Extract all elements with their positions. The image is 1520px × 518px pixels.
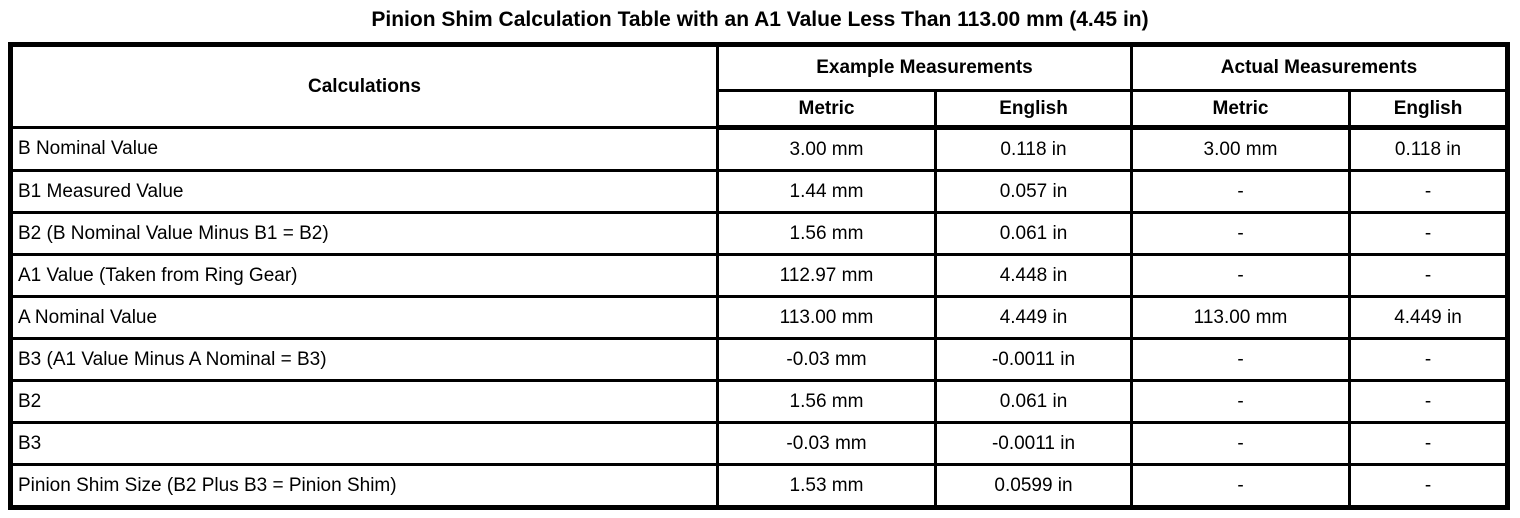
example-metric-value: 112.97 mm: [716, 253, 937, 298]
page-title: Pinion Shim Calculation Table with an A1…: [371, 8, 1149, 31]
actual-english-value: -: [1348, 463, 1509, 509]
actual-english-value: 0.118 in: [1348, 126, 1509, 172]
table-row: A1 Value (Taken from Ring Gear) 112.97 m…: [9, 253, 1509, 298]
example-metric-value: -0.03 mm: [716, 337, 937, 382]
calc-label: B3 (A1 Value Minus A Nominal = B3): [9, 337, 719, 382]
calc-label: B2: [9, 379, 719, 424]
table-row: B2 1.56 mm 0.061 in - -: [9, 379, 1509, 424]
example-english-value: 4.448 in: [934, 253, 1133, 298]
calc-label: B Nominal Value: [9, 126, 719, 172]
header-example-measurements: Example Measurements: [716, 43, 1133, 92]
header-example-english: English: [934, 89, 1133, 130]
example-metric-value: 1.44 mm: [716, 169, 937, 214]
table-body: B Nominal Value 3.00 mm 0.118 in 3.00 mm…: [9, 126, 1509, 509]
header-calculations: Calculations: [9, 43, 719, 129]
calc-label: B2 (B Nominal Value Minus B1 = B2): [9, 211, 719, 256]
actual-english-value: -: [1348, 253, 1509, 298]
header-example-metric: Metric: [716, 89, 937, 130]
table-row: Pinion Shim Size (B2 Plus B3 = Pinion Sh…: [9, 463, 1509, 509]
actual-english-value: -: [1348, 421, 1509, 466]
actual-english-value: -: [1348, 211, 1509, 256]
example-metric-value: 3.00 mm: [716, 126, 937, 172]
example-metric-value: 113.00 mm: [716, 295, 937, 340]
actual-english-value: -: [1348, 169, 1509, 214]
pinion-shim-calculation-table: Calculations Example Measurements Actual…: [8, 42, 1510, 510]
header-group-row: Calculations Example Measurements Actual…: [9, 43, 1509, 129]
actual-metric-value: -: [1130, 463, 1351, 509]
example-english-value: 4.449 in: [934, 295, 1133, 340]
actual-metric-value: -: [1130, 421, 1351, 466]
actual-english-value: -: [1348, 337, 1509, 382]
table-row: B2 (B Nominal Value Minus B1 = B2) 1.56 …: [9, 211, 1509, 256]
actual-metric-value: -: [1130, 253, 1351, 298]
table-row: B3 -0.03 mm -0.0011 in - -: [9, 421, 1509, 466]
example-english-value: 0.0599 in: [934, 463, 1133, 509]
calc-label: A Nominal Value: [9, 295, 719, 340]
example-english-value: -0.0011 in: [934, 337, 1133, 382]
example-metric-value: 1.53 mm: [716, 463, 937, 509]
header-actual-metric: Metric: [1130, 89, 1351, 130]
table-header: Calculations Example Measurements Actual…: [9, 43, 1509, 130]
table-row: B3 (A1 Value Minus A Nominal = B3) -0.03…: [9, 337, 1509, 382]
actual-english-value: 4.449 in: [1348, 295, 1509, 340]
example-metric-value: 1.56 mm: [716, 211, 937, 256]
example-english-value: 0.118 in: [934, 126, 1133, 172]
actual-metric-value: -: [1130, 211, 1351, 256]
example-english-value: -0.0011 in: [934, 421, 1133, 466]
example-english-value: 0.061 in: [934, 211, 1133, 256]
table-row: B Nominal Value 3.00 mm 0.118 in 3.00 mm…: [9, 126, 1509, 172]
table-row: B1 Measured Value 1.44 mm 0.057 in - -: [9, 169, 1509, 214]
calc-label: Pinion Shim Size (B2 Plus B3 = Pinion Sh…: [9, 463, 719, 509]
actual-metric-value: -: [1130, 169, 1351, 214]
actual-english-value: -: [1348, 379, 1509, 424]
actual-metric-value: -: [1130, 337, 1351, 382]
header-actual-measurements: Actual Measurements: [1130, 43, 1509, 92]
example-metric-value: -0.03 mm: [716, 421, 937, 466]
table-row: A Nominal Value 113.00 mm 4.449 in 113.0…: [9, 295, 1509, 340]
calc-label: B1 Measured Value: [9, 169, 719, 214]
actual-metric-value: 3.00 mm: [1130, 126, 1351, 172]
calc-label: B3: [9, 421, 719, 466]
example-english-value: 0.061 in: [934, 379, 1133, 424]
example-metric-value: 1.56 mm: [716, 379, 937, 424]
actual-metric-value: -: [1130, 379, 1351, 424]
example-english-value: 0.057 in: [934, 169, 1133, 214]
header-actual-english: English: [1348, 89, 1509, 130]
calc-label: A1 Value (Taken from Ring Gear): [9, 253, 719, 298]
header-unit-row: Metric English Metric English: [11, 89, 1509, 130]
actual-metric-value: 113.00 mm: [1130, 295, 1351, 340]
